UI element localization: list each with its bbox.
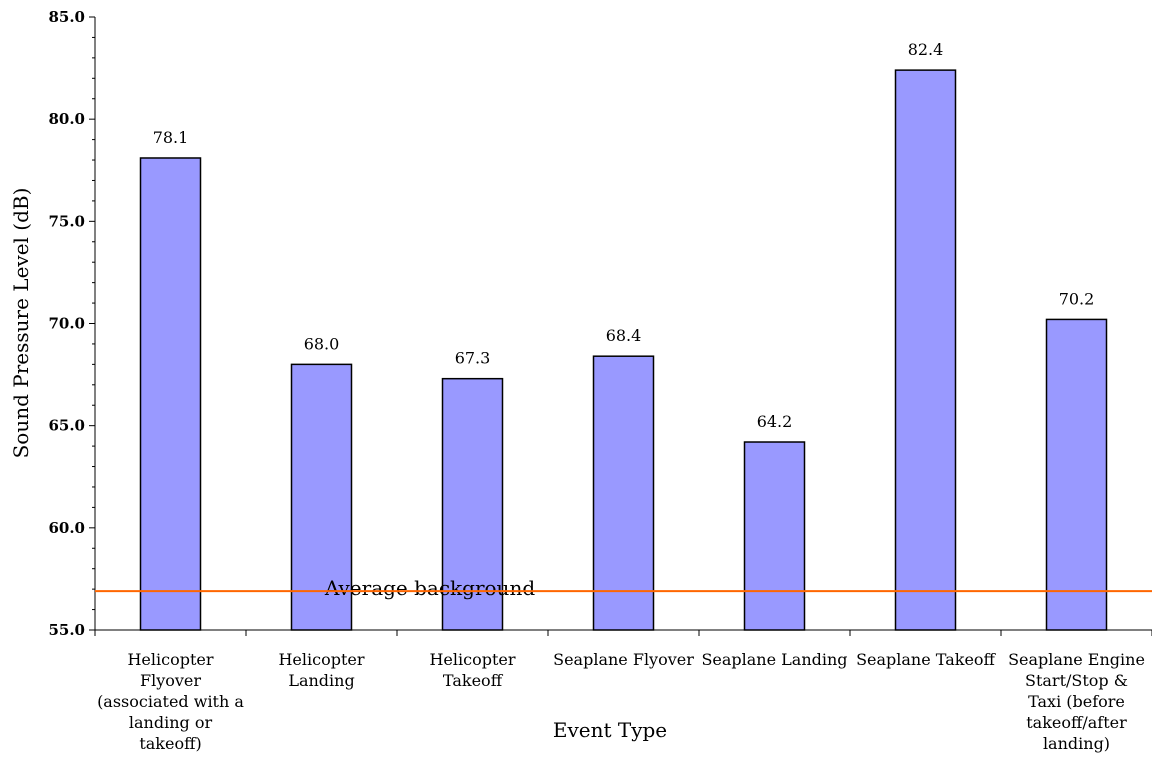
bar — [894, 69, 957, 631]
y-tick-label: 65.0 — [48, 417, 85, 435]
category-label-line: Taxi (before — [1028, 692, 1125, 711]
y-axis-title: Sound Pressure Level (dB) — [9, 188, 33, 459]
y-tick-label: 60.0 — [48, 519, 85, 537]
category-label-line: Helicopter — [278, 650, 364, 669]
labels: 55.0 60.0 65.0 70.0 75.0 80.0 85.0 78.1 Helicopt… — [48, 8, 1144, 753]
category-label: Helicopter Flyover (associated with a landi… — [97, 650, 244, 753]
category-label-line: Landing — [288, 671, 354, 690]
data-label: 67.3 — [455, 349, 491, 368]
category-label: Helicopter Landing — [278, 650, 364, 690]
category-label: Helicopter Takeoff — [429, 650, 515, 690]
y-tick-label: 55.0 — [48, 621, 85, 639]
bar — [743, 441, 806, 631]
category-label: Seaplane Landing — [701, 650, 847, 669]
category-label-line: takeoff/after — [1026, 713, 1127, 732]
data-label: 78.1 — [153, 128, 189, 147]
axes — [89, 16, 1152, 636]
category-label-line: Seaplane Flyover — [553, 650, 694, 669]
category-label-line: Seaplane Takeoff — [856, 650, 996, 669]
category-label-line: Flyover — [140, 671, 201, 690]
data-label: 70.2 — [1059, 289, 1095, 308]
data-label: 68.0 — [304, 334, 340, 353]
y-tick-label: 80.0 — [48, 110, 85, 128]
category-label: Seaplane Takeoff — [856, 650, 996, 669]
category-label-line: Seaplane Landing — [701, 650, 847, 669]
category-label-line: landing or — [129, 713, 213, 732]
bars — [139, 69, 1108, 631]
x-axis-title: Event Type — [553, 718, 667, 742]
category-label: Seaplane Flyover — [553, 650, 694, 669]
category-label-line: Takeoff — [443, 671, 504, 690]
data-label: 68.4 — [606, 326, 642, 345]
reference-line-group: Average background — [95, 576, 1152, 600]
data-label: 64.2 — [757, 412, 793, 431]
bar — [441, 377, 504, 631]
category-label: Seaplane Engine Start/Stop & Taxi (before t… — [1008, 650, 1145, 753]
category-label-line: Helicopter — [429, 650, 515, 669]
y-tick-label: 85.0 — [48, 8, 85, 26]
category-label-line: (associated with a — [97, 692, 244, 711]
bar — [290, 363, 353, 631]
reference-line-label: Average background — [324, 576, 535, 600]
category-label-line: Helicopter — [127, 650, 213, 669]
bar — [139, 157, 202, 631]
y-tick-label: 75.0 — [48, 212, 85, 230]
y-tick-label: 70.0 — [48, 315, 85, 333]
bar — [592, 355, 655, 631]
category-label-line: Seaplane Engine — [1008, 650, 1145, 669]
data-label: 82.4 — [908, 40, 944, 59]
category-label-line: Start/Stop & — [1025, 671, 1128, 690]
category-label-line: landing) — [1043, 734, 1110, 753]
bar — [1045, 318, 1108, 631]
category-label-line: takeoff) — [139, 734, 201, 753]
